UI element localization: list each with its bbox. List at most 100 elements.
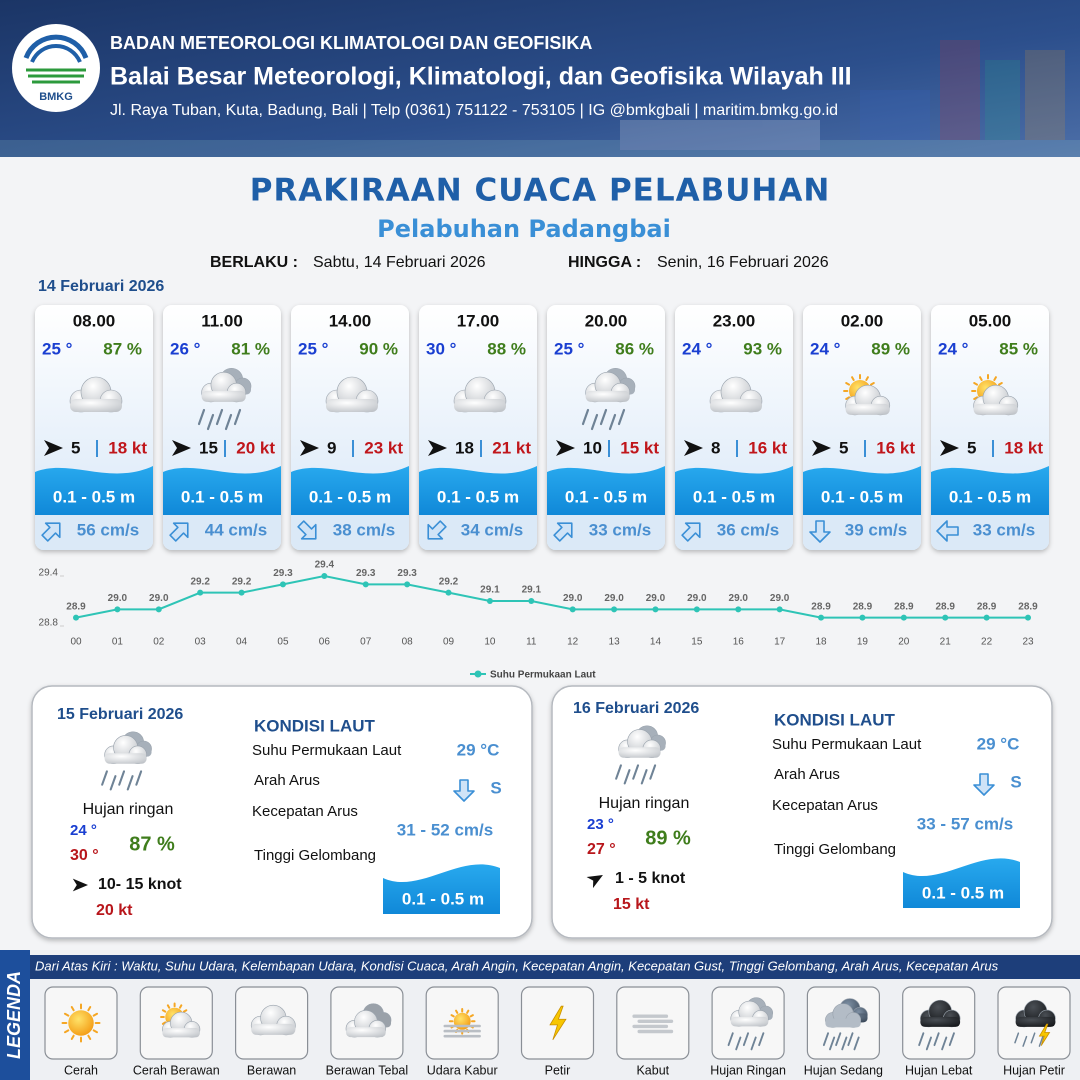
cloud (730, 1000, 769, 1027)
weather-icon (160, 1002, 201, 1038)
rain-drop (941, 1036, 948, 1051)
current-speed-label: Kecepatan Arus (252, 803, 358, 820)
current-direction-arrow (41, 522, 61, 542)
current-speed: 33 - 57 cm/s (917, 814, 1013, 833)
sst-value-label: 29.1 (522, 585, 542, 596)
weather-icon (453, 376, 507, 413)
legend-item: Petir (520, 986, 595, 1077)
legend-label: Berawan Tebal (326, 1063, 408, 1077)
wind-speed: 1 - 5 knot (615, 870, 686, 887)
wave-shape (163, 466, 281, 515)
legend-item: Cerah Berawan (133, 986, 220, 1077)
legend-label: Berawan (247, 1063, 296, 1077)
current-speed-label: Kecepatan Arus (772, 797, 878, 814)
air-temperature: 25 ° (298, 339, 329, 358)
wave-height: 0.1 - 0.5 m (309, 487, 391, 506)
wave-shape (931, 466, 1049, 515)
weather-icon (581, 367, 636, 431)
sst-value-label: 29.0 (646, 593, 666, 604)
valid-to-label: HINGGA : (568, 254, 641, 271)
time: 17.00 (457, 311, 500, 330)
wave-shape (903, 858, 1020, 908)
sst-point (445, 589, 452, 596)
cloud-part (251, 1023, 296, 1035)
current-dir-label: Arah Arus (774, 766, 840, 783)
humidity: 85 % (999, 339, 1038, 358)
weather-icon (250, 1004, 296, 1036)
cloud-part (201, 390, 246, 402)
x-tick-label: 07 (360, 637, 372, 648)
haze-line (443, 1029, 481, 1033)
sun-ray (845, 382, 851, 386)
x-tick-label: 04 (236, 637, 248, 648)
sun-ray (178, 1004, 183, 1009)
gust-speed: 16 kt (748, 438, 787, 457)
current-direction-arrow (169, 522, 189, 542)
weather-icon (443, 1007, 481, 1038)
air-temperature: 26 ° (170, 339, 201, 358)
cloud-part (825, 1018, 861, 1028)
sst-value-label: 28.9 (977, 601, 997, 612)
cloud-part (70, 399, 122, 412)
sst-point (238, 589, 245, 596)
rain-drop (109, 775, 117, 791)
header-decoration (0, 40, 1080, 157)
sst-point (900, 614, 907, 621)
agency-name: BADAN METEOROLOGI KLIMATOLOGI DAN GEOFIS… (110, 33, 592, 53)
x-tick-label: 14 (650, 637, 662, 648)
sun-ray (993, 376, 997, 382)
daily-panels: 15 Februari 2026 Hujan ringan 24 ° 30 ° 87 %… (31, 685, 1053, 939)
time: 08.00 (73, 311, 116, 330)
sst-value-label: 28.9 (66, 601, 86, 612)
x-tick-label: 03 (195, 637, 207, 648)
wave-height: 0.1 - 0.5 m (437, 487, 519, 506)
cloud (325, 376, 379, 413)
time: 20.00 (585, 311, 628, 330)
wind-direction-arrow (586, 874, 603, 889)
gust-speed: 15 kt (620, 438, 659, 457)
legend-label: Hujan Ringan (710, 1063, 786, 1077)
legend-label: Petir (545, 1063, 571, 1077)
sst-value-label: 29.0 (563, 593, 583, 604)
current-speed: 33 cm/s (973, 520, 1035, 539)
fog-line (632, 1024, 669, 1029)
x-tick-label: 17 (774, 637, 786, 648)
humidity: 88 % (487, 339, 526, 358)
wave-shape (383, 864, 500, 914)
panel-background (31, 685, 533, 939)
rain-drop (617, 408, 626, 426)
wave-shape (35, 466, 153, 515)
legend-strip (0, 950, 30, 1080)
daily-panel: 15 Februari 2026 Hujan ringan 24 ° 30 ° 87 %… (31, 685, 533, 939)
cloud (825, 1003, 862, 1028)
current-speed: 39 cm/s (845, 520, 907, 539)
cloud (162, 1011, 201, 1038)
sst-value-label: 28.9 (853, 601, 873, 612)
cloud-part (730, 1016, 769, 1027)
sst-value-label: 29.3 (273, 568, 293, 579)
legend-items: Cerah Cerah Berawan Berawan Berawan Tebal Ud… (44, 986, 1071, 1077)
weather-icon (549, 1005, 567, 1041)
gust-speed: 16 kt (876, 438, 915, 457)
sun-ray (63, 1012, 70, 1017)
legend-note-bar (30, 955, 1080, 979)
weather-icon (325, 376, 379, 413)
temp-min: 24 ° (70, 822, 97, 839)
wind-speed: 5 (71, 438, 80, 457)
gust-speed: 23 kt (364, 438, 403, 457)
sst-point (693, 606, 700, 613)
legend-label: Cerah Berawan (133, 1063, 220, 1077)
rain-drop (581, 408, 590, 426)
cloud (201, 371, 247, 403)
rain-drop (640, 769, 648, 785)
x-tick-label: 00 (70, 637, 82, 648)
sst-value-label: 29.0 (149, 593, 169, 604)
legend-label: Udara Kabur (427, 1063, 498, 1077)
humidity: 87 % (129, 833, 175, 855)
wind-direction-arrow (556, 440, 575, 456)
wave-shape (803, 466, 921, 515)
